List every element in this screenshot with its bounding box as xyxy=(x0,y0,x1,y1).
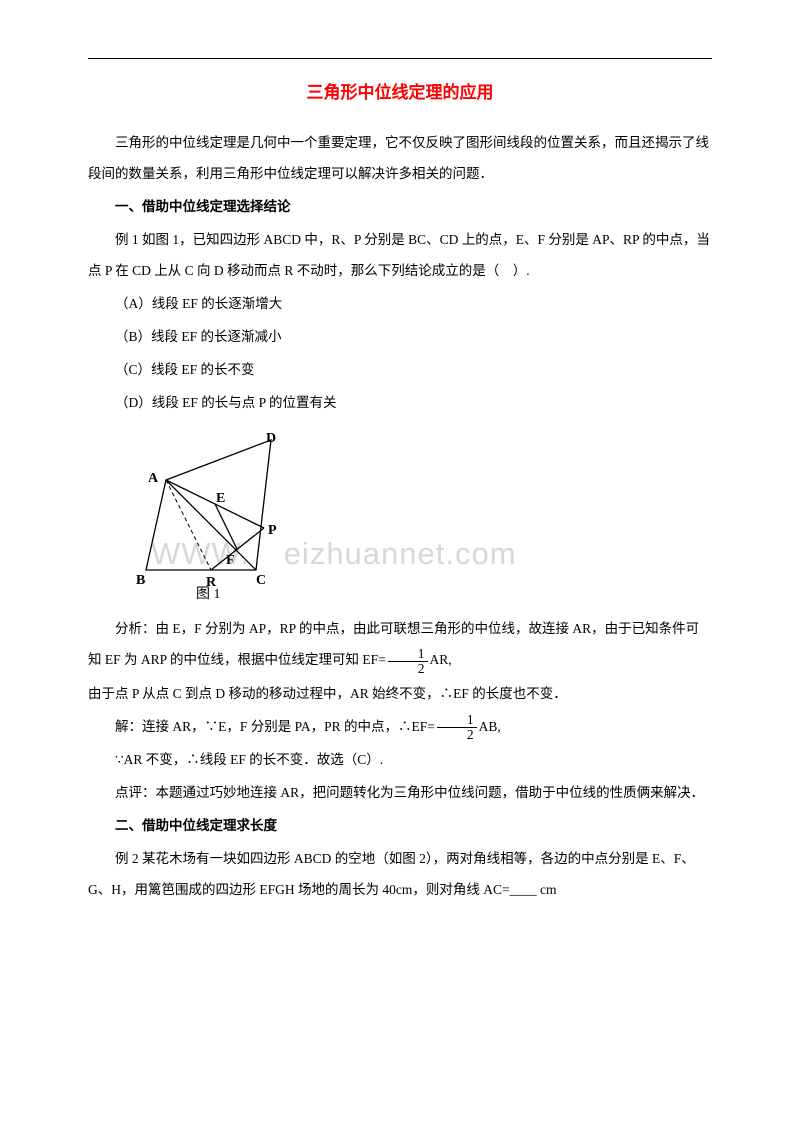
example2-text: 例 2 某花木场有一块如四边形 ABCD 的空地（如图 2），两对角线相等，各边… xyxy=(88,843,712,905)
svg-text:C: C xyxy=(256,573,266,588)
svg-text:F: F xyxy=(226,553,235,568)
svg-text:P: P xyxy=(268,523,277,538)
figure1-svg: B R C A D P E F 图 1 xyxy=(136,430,311,600)
page-title: 三角形中位线定理的应用 xyxy=(88,78,712,103)
svg-text:E: E xyxy=(216,491,225,506)
watermark-right: eizhuannet.com xyxy=(284,536,517,571)
section2-heading: 二、借助中位线定理求长度 xyxy=(88,810,712,841)
section1-heading: 一、借助中位线定理选择结论 xyxy=(88,191,712,222)
fraction-half-1: 12 xyxy=(388,647,428,675)
analysis-line2: 由于点 P 从点 C 到点 D 移动的移动过程中，AR 始终不变，∴EF 的长度… xyxy=(88,678,712,709)
svg-text:图 1: 图 1 xyxy=(196,587,221,600)
option-c: （C）线段 EF 的长不变 xyxy=(88,354,712,385)
solve-lead: 解：连接 AR，∵E，F 分别是 PA，PR 的中点，∴EF= xyxy=(115,719,435,734)
analysis-tail: AR, xyxy=(430,652,452,667)
solve-line2: ∵AR 不变，∴线段 EF 的长不变．故选（C）. xyxy=(88,744,712,775)
option-a: （A）线段 EF 的长逐渐增大 xyxy=(88,288,712,319)
svg-text:A: A xyxy=(148,471,159,486)
fraction-half-2: 12 xyxy=(437,713,477,741)
solve-tail: AB, xyxy=(479,719,501,734)
page-top-rule xyxy=(88,58,712,59)
option-d: （D）线段 EF 的长与点 P 的位置有关 xyxy=(88,387,712,418)
analysis-para: 分析：由 E，F 分别为 AP，RP 的中点，由此可联想三角形的中位线，故连接 … xyxy=(88,613,712,675)
solve-para: 解：连接 AR，∵E，F 分别是 PA，PR 的中点，∴EF=12AB, xyxy=(88,711,712,742)
comment-para: 点评：本题通过巧妙地连接 AR，把问题转化为三角形中位线问题，借助于中位线的性质… xyxy=(88,777,712,808)
intro-paragraph: 三角形的中位线定理是几何中一个重要定理，它不仅反映了图形间线段的位置关系，而且还… xyxy=(88,127,712,189)
option-b: （B）线段 EF 的长逐渐减小 xyxy=(88,321,712,352)
figure-1: WWW.eizhuannet.com B R C A D P E F 图 1 xyxy=(136,430,712,605)
example1-lead: 例 1 如图 1，已知四边形 ABCD 中，R、P 分别是 BC、CD 上的点，… xyxy=(88,224,712,286)
svg-text:B: B xyxy=(136,573,145,588)
svg-text:D: D xyxy=(266,431,276,446)
